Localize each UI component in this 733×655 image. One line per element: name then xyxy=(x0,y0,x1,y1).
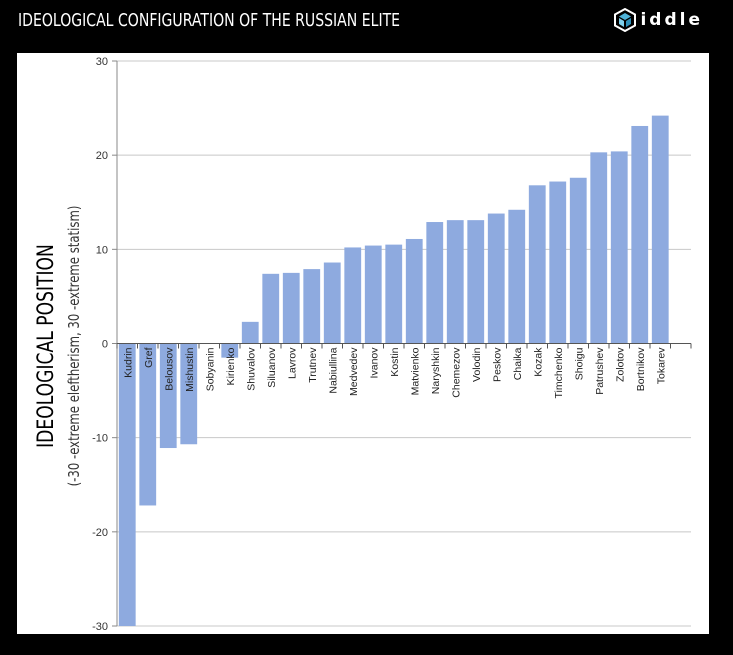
y-tick-label: 10 xyxy=(96,244,108,256)
logo-text: iddle xyxy=(640,10,703,30)
bar-lavrov xyxy=(282,272,300,344)
bar-chemezov xyxy=(446,220,464,344)
bar-shoigu xyxy=(569,177,587,344)
bar-kudrin xyxy=(118,343,136,626)
bar-chaika xyxy=(508,209,526,344)
category-label: Shoigu xyxy=(573,347,585,380)
riddle-cube-icon xyxy=(614,8,637,32)
bar-timchenko xyxy=(549,181,567,344)
bar-trutnev xyxy=(303,269,321,344)
bar-chart: 30 20 10 0 -10 -20 -30 Kudrin Gref Belousov Mishus… xyxy=(33,56,692,633)
category-label: Volodin xyxy=(471,347,483,382)
category-label: Peskov xyxy=(491,347,503,382)
category-label: Chemezov xyxy=(450,347,462,398)
category-label: Patrushev xyxy=(594,347,606,395)
bar-tokarev xyxy=(651,115,669,344)
category-label: Kirienko xyxy=(225,347,237,385)
bar-gref xyxy=(139,343,157,506)
bar-kozak xyxy=(528,185,546,344)
y-tick-label: 30 xyxy=(96,56,108,68)
bar-peskov xyxy=(487,213,505,344)
bar-ivanov xyxy=(364,245,382,344)
category-label: Sobyanin xyxy=(204,347,216,391)
bar-kostin xyxy=(385,244,403,344)
y-axis-title: IDEOLOGICAL POSITION xyxy=(33,244,59,448)
category-label: Gref xyxy=(143,347,155,368)
category-label: Timchenko xyxy=(553,347,565,398)
y-tick-label: -20 xyxy=(92,527,108,539)
category-label: Matvienko xyxy=(409,347,421,395)
bar-matvienko xyxy=(405,238,423,344)
category-label: Ivanov xyxy=(368,347,380,379)
category-label: Tokarev xyxy=(655,347,667,385)
bar-nabiullina xyxy=(323,262,341,344)
category-label: Kozak xyxy=(532,347,544,377)
category-label: Siluanov xyxy=(266,347,278,388)
chart-panel: 30 20 10 0 -10 -20 -30 Kudrin Gref Belousov Mishus… xyxy=(17,53,709,634)
brand-logo: iddle xyxy=(613,8,703,32)
bar-shuvalov xyxy=(241,321,259,344)
category-label: Bortnikov xyxy=(635,347,647,392)
bar-mishustin xyxy=(180,343,198,445)
category-label: Nabiullina xyxy=(327,347,339,393)
y-tick-label: 0 xyxy=(102,339,108,351)
bar-volodin xyxy=(467,220,485,344)
y-axis-subtitle: (-30 -extreme eleftherism, 30 -extreme s… xyxy=(67,206,84,487)
y-tick-label: 20 xyxy=(96,150,108,162)
category-label: Mishustin xyxy=(184,347,196,392)
bar-medvedev xyxy=(344,247,362,344)
bar-belousov xyxy=(159,343,177,449)
bar-zolotov xyxy=(610,151,628,344)
category-label: Kostin xyxy=(389,347,401,376)
category-label: Kudrin xyxy=(122,347,134,378)
category-label: Chaika xyxy=(512,347,524,380)
category-label: Lavrov xyxy=(286,347,298,379)
category-label: Shuvalov xyxy=(245,347,257,391)
category-label: Medvedev xyxy=(348,347,360,396)
y-tick-label: -10 xyxy=(92,433,108,445)
bar-naryshkin xyxy=(426,222,444,344)
category-label: Naryshkin xyxy=(430,347,442,394)
page-title: IDEOLOGICAL CONFIGURATION OF THE RUSSIAN… xyxy=(18,10,401,31)
bar-patrushev xyxy=(590,152,608,344)
category-label: Trutnev xyxy=(307,347,319,383)
bar-kirienko xyxy=(221,343,239,358)
bar-bortnikov xyxy=(631,125,649,344)
bar-siluanov xyxy=(262,273,280,344)
y-tick-label: -30 xyxy=(92,621,108,633)
category-label: Zolotov xyxy=(614,347,626,382)
category-label: Belousov xyxy=(163,347,175,391)
